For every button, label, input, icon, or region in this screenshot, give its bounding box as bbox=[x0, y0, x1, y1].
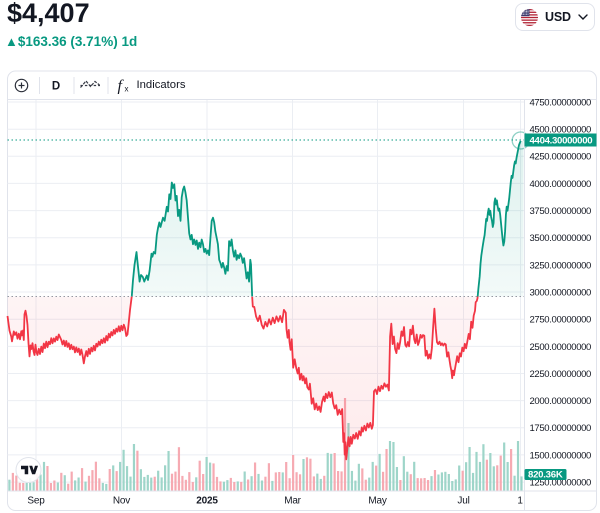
svg-text:1250.00000000: 1250.00000000 bbox=[530, 478, 592, 489]
svg-text:4250.00000000: 4250.00000000 bbox=[530, 152, 592, 163]
svg-text:4750.00000000: 4750.00000000 bbox=[530, 97, 592, 108]
svg-text:3250.00000000: 3250.00000000 bbox=[530, 260, 592, 271]
svg-text:Indicators: Indicators bbox=[137, 79, 186, 91]
svg-text:1: 1 bbox=[517, 496, 523, 507]
svg-text:4000.00000000: 4000.00000000 bbox=[530, 179, 592, 190]
svg-text:May: May bbox=[368, 496, 386, 507]
svg-text:Sep: Sep bbox=[27, 496, 45, 507]
svg-text:4500.00000000: 4500.00000000 bbox=[530, 125, 592, 136]
svg-text:820.36K: 820.36K bbox=[528, 470, 563, 481]
svg-text:2250.00000000: 2250.00000000 bbox=[530, 369, 592, 380]
svg-text:2750.00000000: 2750.00000000 bbox=[530, 315, 592, 326]
svg-text:Nov: Nov bbox=[113, 496, 130, 507]
svg-text:x: x bbox=[125, 85, 129, 94]
svg-text:2025: 2025 bbox=[196, 496, 218, 507]
svg-text:2500.00000000: 2500.00000000 bbox=[530, 342, 592, 353]
svg-text:3000.00000000: 3000.00000000 bbox=[530, 287, 592, 298]
svg-text:1750.00000000: 1750.00000000 bbox=[530, 423, 592, 434]
svg-text:3500.00000000: 3500.00000000 bbox=[530, 233, 592, 244]
svg-text:D: D bbox=[52, 81, 60, 93]
svg-text:f: f bbox=[118, 78, 125, 95]
svg-text:Jul: Jul bbox=[457, 496, 469, 507]
svg-text:3750.00000000: 3750.00000000 bbox=[530, 206, 592, 217]
svg-text:4404.30000000: 4404.30000000 bbox=[530, 136, 593, 147]
svg-text:Mar: Mar bbox=[284, 496, 301, 507]
svg-text:1500.00000000: 1500.00000000 bbox=[530, 450, 592, 461]
svg-text:2000.00000000: 2000.00000000 bbox=[530, 396, 592, 407]
